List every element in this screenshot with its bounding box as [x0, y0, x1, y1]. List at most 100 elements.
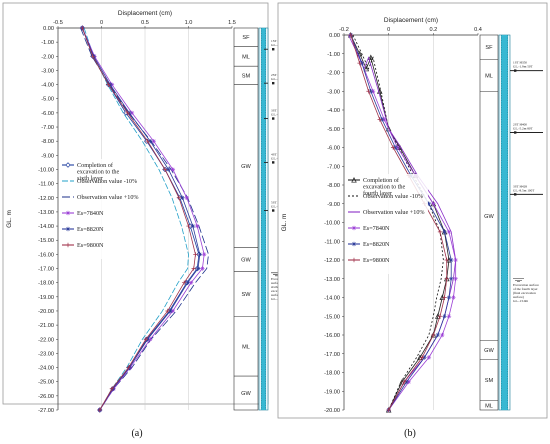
data-point-6 — [419, 355, 425, 360]
legend-marker — [351, 225, 357, 231]
data-point-5 — [180, 195, 185, 200]
excavation-surface-label: Excavation surface — [513, 283, 539, 287]
data-point-1 — [363, 65, 370, 72]
y-tick-label: -1.00 — [41, 40, 54, 46]
y-tick-label: -14.00 — [38, 224, 54, 230]
soil-layer-label: ML — [485, 403, 493, 409]
soil-layer-label: SM — [242, 73, 251, 79]
data-point-4 — [129, 110, 135, 116]
data-point-4 — [395, 145, 400, 150]
y-tick-label: -6.00 — [327, 146, 340, 152]
y-tick-label: -21.00 — [38, 323, 54, 329]
legend-marker — [351, 177, 357, 183]
y-tick-label: -16.00 — [38, 252, 54, 258]
y-tick-label: -13.00 — [324, 277, 340, 283]
data-point-4 — [451, 295, 456, 300]
legend-entry-label: Observation value +10% — [77, 194, 139, 201]
data-point-4 — [370, 89, 376, 94]
strut-label: GL.-1.9m 50T — [513, 65, 534, 69]
legend-entry-label: Es=8820N — [363, 241, 390, 248]
soil-column — [479, 34, 499, 411]
data-point-6 — [125, 110, 130, 116]
y-tick-label: -3.00 — [327, 89, 340, 95]
retaining-wall-core — [501, 35, 508, 410]
soil-layer-label: GW — [241, 257, 251, 263]
y-tick-label: -4.00 — [41, 83, 54, 89]
data-point-6 — [348, 32, 353, 38]
data-point-6 — [176, 195, 182, 200]
data-point-6 — [444, 257, 449, 263]
y-tick-label: 0.00 — [43, 26, 54, 32]
data-point-5 — [404, 379, 409, 385]
data-point-5 — [168, 308, 173, 314]
data-point-6 — [444, 276, 449, 281]
y-tick-label: -9.00 — [327, 202, 340, 208]
data-point-6 — [106, 82, 111, 87]
strut-marker — [272, 117, 275, 120]
y-tick-label: -10.00 — [38, 167, 54, 173]
y-tick-label: 0.00 — [329, 33, 340, 39]
legend-marker — [351, 241, 357, 247]
data-point-5 — [148, 138, 153, 144]
strut-marker — [272, 81, 275, 85]
legend-entry-label: excavation to the — [77, 169, 120, 176]
y-tick-label: -15.00 — [38, 238, 54, 244]
chart-panel-2: Displacement (cm) -0.2 0 0.2 0.4 0.00 -1.00 -2.… — [277, 2, 548, 419]
y-tick-label: -22.00 — [38, 337, 54, 343]
x-tick-label: -0.2 — [339, 27, 349, 33]
data-point-6 — [366, 89, 371, 94]
data-point-5 — [359, 60, 365, 66]
y-tick-label: -15.00 — [324, 314, 340, 320]
data-point-4 — [200, 266, 205, 271]
data-point-6 — [357, 60, 362, 66]
strut-marker — [272, 209, 275, 212]
soil-layer-label: SM — [485, 378, 494, 384]
soil-layer-label: GW — [241, 391, 251, 397]
x-tick-label: -0.5 — [53, 20, 63, 26]
y-tick-label: -13.00 — [38, 210, 54, 216]
x-tick-label: 1.0 — [185, 20, 193, 26]
strut-marker — [514, 193, 517, 196]
panel-label: (b) — [404, 428, 416, 439]
y-tick-label: -4.00 — [327, 108, 340, 114]
y-tick-label: -8.00 — [327, 183, 340, 189]
series-line-4 — [350, 34, 457, 411]
y-tick-label: -5.00 — [41, 97, 54, 103]
data-point-4 — [151, 138, 156, 144]
data-point-6 — [377, 117, 382, 122]
y-tick-label: -9.00 — [41, 153, 54, 159]
y-tick-label: -23.00 — [38, 351, 54, 357]
soil-layer-label: ML — [485, 73, 493, 79]
excavation-surface-symbol — [513, 278, 524, 283]
data-point-4 — [201, 252, 207, 257]
legend-entry-label: Es=9800N — [77, 242, 104, 249]
data-point-5 — [442, 229, 447, 235]
excavation-surface-label: (final excavation — [513, 291, 536, 295]
x-tick-label: 0.2 — [429, 27, 437, 33]
y-tick-label: -18.00 — [38, 281, 54, 287]
excavation-surface-label: of the fourth layer — [513, 287, 538, 291]
y-tick-label: -19.00 — [38, 295, 54, 301]
data-point-6 — [181, 280, 187, 285]
data-point-4 — [170, 308, 176, 314]
strut-label: 2ST H400 — [513, 123, 527, 127]
x-axis-title: Displacement (cm) — [384, 17, 438, 24]
data-point-6 — [193, 252, 198, 257]
x-tick-label: 1.5 — [228, 20, 236, 26]
data-point-6 — [165, 308, 170, 314]
data-point-6 — [442, 295, 447, 300]
data-point-1 — [368, 54, 374, 61]
data-point-4 — [440, 332, 445, 338]
data-point-5 — [435, 332, 440, 338]
data-point-5 — [166, 167, 171, 172]
series-line-5 — [350, 34, 452, 411]
soil-layer-label: GW — [484, 214, 494, 220]
legend-entry-label: excavation to the — [363, 184, 406, 191]
soil-layer-label: ML — [242, 54, 250, 60]
data-point-4 — [195, 223, 200, 229]
series-line-3 — [80, 27, 209, 411]
data-point-6 — [126, 365, 131, 370]
